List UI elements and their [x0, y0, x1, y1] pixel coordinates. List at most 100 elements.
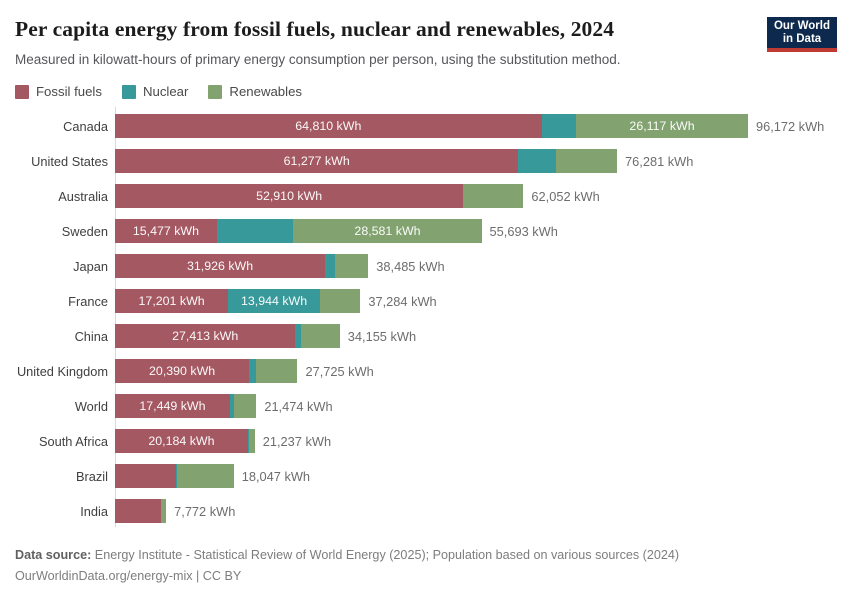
country-label: China [74, 328, 108, 344]
stacked-bar: 20,184 kWh [115, 429, 255, 453]
bar-segment-renewables[interactable] [256, 359, 298, 383]
bar-segment-renewables[interactable] [249, 429, 255, 453]
chart-row: Canada 64,810 kWh 26,117 kWh 96,172 kWh [15, 114, 850, 138]
bar-segment-value-label: 26,117 kWh [629, 119, 695, 133]
country-label: Sweden [61, 223, 108, 239]
chart-row: World 17,449 kWh 21,474 kWh [15, 394, 850, 418]
chart-footer: Data source: Energy Institute - Statisti… [15, 545, 835, 587]
bar-segment-value-label: 13,944 kWh [241, 294, 308, 308]
bar-segment-renewables[interactable] [177, 464, 234, 488]
bar-segment-renewables[interactable] [234, 394, 257, 418]
bar-segment-nuclear[interactable] [175, 464, 178, 488]
legend-item-fossil[interactable]: Fossil fuels [15, 83, 102, 99]
bar-segment-fossil[interactable]: 20,184 kWh [115, 429, 248, 453]
legend-item-nuclear[interactable]: Nuclear [121, 84, 188, 99]
bar-total-label: 55,693 kWh [489, 223, 558, 239]
bar-segment-nuclear[interactable] [518, 149, 557, 173]
bar-total-label: 76,281 kWh [625, 153, 694, 169]
owid-link-license[interactable]: OurWorldinData.org/energy-mix | CC BY [15, 569, 242, 583]
bar-segment-fossil[interactable]: 27,413 kWh [115, 324, 296, 348]
chart-row: United States 61,277 kWh 76,281 kWh [15, 149, 850, 173]
bar-segment-value-label: 31,926 kWh [187, 259, 254, 273]
bar-segment-fossil[interactable]: 31,926 kWh [115, 254, 326, 278]
bar-segment-fossil[interactable]: 15,477 kWh [115, 219, 217, 243]
owid-logo[interactable]: Our World in Data [767, 17, 837, 52]
stacked-bar: 20,390 kWh [115, 359, 298, 383]
bar-segment-nuclear[interactable] [325, 254, 336, 278]
bar-chart: Canada 64,810 kWh 26,117 kWh 96,172 kWh Unit… [15, 107, 850, 527]
chart-row: Brazil 18,047 kWh [15, 464, 850, 488]
legend-swatch-renewables [208, 84, 223, 99]
chart-header: Per capita energy from fossil fuels, nuc… [0, 0, 850, 69]
bar-segment-renewables[interactable] [556, 149, 618, 173]
bar-segment-fossil[interactable]: 20,390 kWh [115, 359, 250, 383]
stacked-bar: 61,277 kWh [115, 149, 618, 173]
page-subtitle: Measured in kilowatt-hours of primary en… [15, 52, 621, 67]
country-label: India [80, 503, 108, 519]
bar-segment-fossil[interactable]: 17,201 kWh [115, 289, 229, 313]
country-label: Australia [58, 188, 108, 204]
bar-segment-value-label: 61,277 kWh [283, 154, 350, 168]
bar-segment-renewables[interactable]: 28,581 kWh [293, 219, 482, 243]
legend-swatch-fossil [15, 84, 29, 99]
data-source-text: Energy Institute - Statistical Review of… [91, 548, 680, 562]
stacked-bar: 17,201 kWh 13,944 kWh [115, 289, 361, 313]
legend-label-renewables: Renewables [229, 83, 302, 99]
bar-segment-nuclear[interactable]: 13,944 kWh [228, 289, 320, 313]
stacked-bar: 15,477 kWh 28,581 kWh [115, 219, 482, 243]
bar-segment-nuclear[interactable] [249, 359, 257, 383]
bar-segment-value-label: 28,581 kWh [354, 224, 421, 238]
data-source-line: Data source: Energy Institute - Statisti… [15, 545, 835, 566]
bar-total-label: 18,047 kWh [241, 468, 311, 484]
bar-segment-renewables[interactable] [301, 324, 340, 348]
country-label: South Africa [38, 433, 108, 449]
bar-segment-value-label: 27,413 kWh [172, 329, 239, 343]
stacked-bar: 64,810 kWh 26,117 kWh [115, 114, 748, 138]
bar-segment-renewables[interactable] [319, 289, 361, 313]
legend-swatch-nuclear [121, 84, 136, 99]
chart-row: South Africa 20,184 kWh 21,237 kWh [15, 429, 850, 453]
country-label: United States [31, 153, 108, 169]
bar-segment-fossil[interactable] [115, 464, 176, 488]
country-label: World [74, 398, 108, 414]
bar-segment-nuclear[interactable] [295, 324, 302, 348]
bar-segment-fossil[interactable]: 61,277 kWh [115, 149, 519, 173]
chart-legend: Fossil fuels Nuclear Renewables [15, 84, 835, 99]
bar-total-label: 27,725 kWh [305, 363, 374, 379]
bar-segment-nuclear[interactable] [541, 114, 577, 138]
country-label: Canada [63, 118, 108, 134]
bar-total-label: 21,237 kWh [262, 433, 332, 449]
data-source-label: Data source: [15, 548, 92, 562]
bar-segment-nuclear[interactable] [229, 394, 235, 418]
bar-segment-renewables[interactable]: 26,117 kWh [576, 114, 748, 138]
country-label: France [68, 293, 108, 309]
bar-segment-nuclear[interactable] [216, 219, 294, 243]
stacked-bar [115, 499, 167, 523]
chart-row: United Kingdom 20,390 kWh 27,725 kWh [15, 359, 850, 383]
bar-segment-nuclear[interactable] [247, 429, 250, 453]
stacked-bar: 27,413 kWh [115, 324, 340, 348]
bar-segment-value-label: 52,910 kWh [256, 189, 323, 203]
bar-segment-value-label: 15,477 kWh [132, 224, 199, 238]
chart-row: India 7,772 kWh [15, 499, 850, 523]
bar-total-label: 37,284 kWh [368, 293, 437, 309]
bar-segment-fossil[interactable]: 52,910 kWh [115, 184, 464, 208]
legend-label-fossil: Fossil fuels [36, 83, 102, 99]
bar-segment-fossil[interactable]: 64,810 kWh [115, 114, 542, 138]
stacked-bar [115, 464, 234, 488]
bar-segment-fossil[interactable]: 17,449 kWh [115, 394, 230, 418]
bar-segment-value-label: 17,201 kWh [138, 294, 205, 308]
chart-row: Australia 52,910 kWh 62,052 kWh [15, 184, 850, 208]
bar-segment-renewables[interactable] [463, 184, 524, 208]
bar-segment-renewables[interactable] [160, 499, 167, 523]
bar-total-label: 38,485 kWh [376, 258, 445, 274]
bar-total-label: 7,772 kWh [174, 503, 236, 519]
chart-row: France 17,201 kWh 13,944 kWh 37,284 kWh [15, 289, 850, 313]
bar-segment-renewables[interactable] [335, 254, 369, 278]
legend-item-renewables[interactable]: Renewables [208, 83, 302, 99]
y-axis-line [115, 107, 116, 527]
country-label: Brazil [76, 468, 108, 484]
bar-segment-fossil[interactable] [115, 499, 161, 523]
stacked-bar: 31,926 kWh [115, 254, 369, 278]
